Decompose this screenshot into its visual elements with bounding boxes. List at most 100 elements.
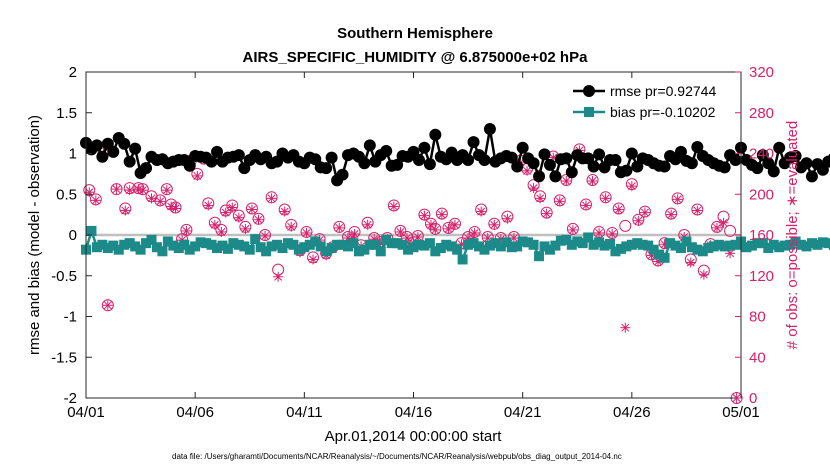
bias-point [397,239,408,250]
obs-evaluated-point [698,269,709,280]
rmse-point [325,151,338,164]
bias-point [577,238,588,249]
obs-evaluated-point [522,165,533,176]
bias-point [435,243,446,254]
bias-point [817,237,828,248]
obs-evaluated-point [111,184,122,195]
bias-point [239,241,250,252]
bias-point [812,239,823,250]
bias-point [626,239,637,250]
x-tick-label: 04/01 [67,404,105,421]
rmse-point [118,137,131,150]
bias-point [179,239,190,250]
bias-point [768,239,779,250]
rmse-point [467,136,480,149]
bias-point [637,239,648,250]
rmse-point [691,140,704,153]
rmse-point [718,161,731,174]
bias-point [446,241,457,252]
rmse-point [320,162,333,175]
rmse-point [800,157,813,170]
rmse-point [363,139,376,152]
bias-point [424,238,435,249]
bias-point [141,238,152,249]
bias-point [272,239,283,250]
bias-point [605,238,615,249]
x-tick-label: 04/06 [176,404,214,421]
bias-point [146,234,157,245]
obs-evaluated-point [613,204,624,215]
bias-point [796,239,807,250]
obs-evaluated-point [620,322,631,333]
bias-point [692,244,703,255]
obs-evaluated-point [334,222,345,233]
obs-evaluated-point [443,223,454,234]
right-tick-label: 40 [749,349,766,366]
legend-bias-marker [584,107,594,117]
obs-evaluated-point [137,185,148,196]
rmse-point [609,154,622,167]
rmse-point [587,160,600,173]
rmse-point [140,162,153,175]
rmse-point [527,157,540,170]
rmse-point [516,141,529,154]
bias-point [277,243,288,254]
obs-evaluated-point [246,204,257,215]
rmse-point [358,157,371,170]
bias-point [746,240,757,251]
obs-evaluated-point [580,200,591,211]
bias-point [643,240,654,251]
bias-point [168,240,179,251]
bias-point [479,244,490,255]
rmse-point [767,165,780,178]
bias-point [310,236,321,247]
bias-point [806,238,817,249]
rmse-point [96,150,109,163]
obs-evaluated-point [666,209,677,220]
right-tick-label: 120 [749,268,774,285]
obs-evaluated-point [626,181,637,192]
bias-point [621,241,632,252]
bias-point [506,242,517,253]
rmse-point [620,164,633,177]
bias-point [686,242,697,253]
bias-point [261,246,272,257]
obs-evaluated-point [362,219,373,230]
bias-point [288,239,299,250]
rmse-point [511,160,524,173]
bias-point [523,237,534,248]
bias-point [326,243,337,254]
obs-evaluated-point [227,202,238,213]
obs-evaluated-point [155,196,166,207]
x-tick-label: 04/21 [504,404,542,421]
rmse-point [418,141,431,154]
bias-point [632,238,643,249]
bias-point [752,238,763,249]
legend-box [555,78,735,126]
bias-point [135,244,146,255]
rmse-point [478,154,491,167]
obs-evaluated-point [253,214,264,225]
obs-evaluated-point [502,213,513,224]
bias-point [763,243,774,254]
rmse-point [593,148,606,161]
bias-point [233,239,244,250]
bias-point [119,239,130,250]
bias-point [681,236,692,247]
bias-point [348,238,359,249]
right-axis-label: # of obs: o=possible; ∗=evaluated [784,121,801,350]
bias-point [282,238,293,249]
obs-evaluated-point [600,193,611,204]
rmse-point [789,149,802,162]
rmse-point [625,147,638,160]
bias-point [370,239,381,250]
obs-evaluated-point [535,193,546,204]
bias-point [201,238,212,249]
bias-point [113,244,124,255]
rmse-point [129,142,142,155]
bias-point [550,240,561,251]
rmse-point [658,160,671,173]
right-tick-label: 0 [749,390,757,407]
legend: rmse pr=0.92744 bias pr=-0.10202 [555,78,735,126]
obs-evaluated-point [594,227,605,238]
